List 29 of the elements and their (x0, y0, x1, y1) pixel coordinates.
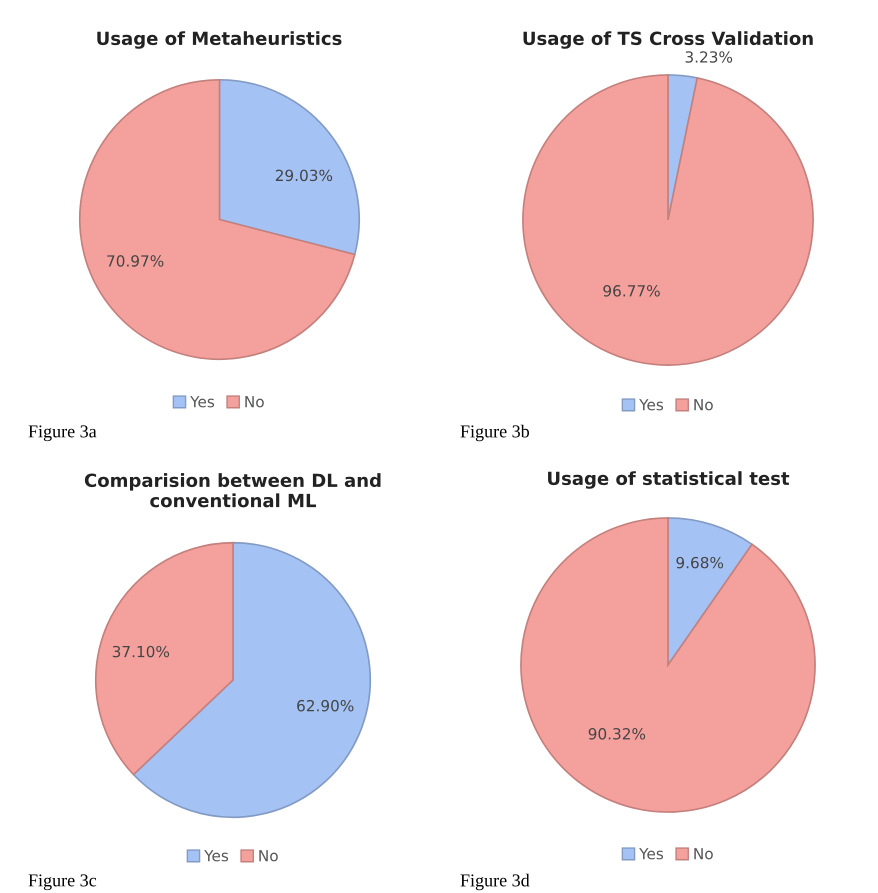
data-label: 62.90% (297, 700, 354, 712)
caption: Figure 3c (28, 874, 96, 890)
data-label: 37.10% (112, 646, 170, 658)
caption: Figure 3d (460, 874, 530, 890)
caption: Figure 3a (28, 425, 96, 442)
legend-label: No (259, 850, 278, 862)
data-label: 96.77% (603, 285, 660, 297)
data-label: 9.68% (676, 556, 724, 568)
pie-slice (522, 74, 814, 366)
data-label: 90.32% (588, 728, 646, 740)
chart-title: Usage of TS Cross Validation (524, 31, 813, 49)
legend-label: No (694, 399, 713, 410)
data-label: 29.03% (276, 170, 332, 182)
legend-label: Yes (639, 848, 664, 860)
legend-label: No (245, 396, 264, 408)
pie-slice (94, 542, 234, 776)
legend-label: Yes (639, 399, 664, 410)
legend-label: No (694, 848, 713, 860)
pie-slice (218, 78, 360, 256)
legend-label: Yes (204, 850, 228, 862)
caption: Figure 3b (460, 424, 530, 442)
data-label: 70.97% (107, 255, 164, 267)
pie-slice (520, 517, 816, 813)
legend-label: Yes (190, 396, 214, 408)
pie-slice (78, 78, 356, 360)
chart-title: Comparision between DL and conventional ML (84, 473, 380, 508)
chart-title: Usage of Metaheuristics (97, 31, 342, 49)
chart-title: Usage of statistical test (548, 471, 790, 489)
data-label: 3.23% (686, 51, 732, 63)
